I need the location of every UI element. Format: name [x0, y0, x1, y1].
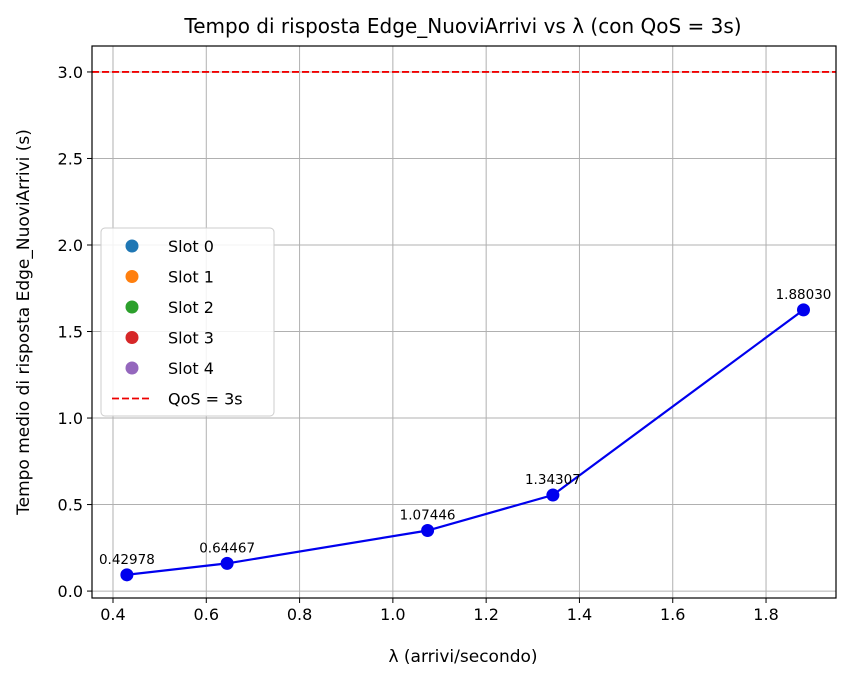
data-label: 1.88030: [776, 287, 832, 303]
data-label: 0.42978: [99, 552, 155, 568]
data-point: [220, 556, 234, 570]
plot-frame: [91, 45, 837, 599]
legend-label: Slot 4: [168, 359, 214, 378]
y-tick-label: 1.0: [58, 409, 83, 428]
x-axis-label: λ (arrivi/secondo): [388, 647, 537, 667]
x-tick-label: 1.0: [380, 605, 405, 624]
legend-marker: [125, 239, 139, 253]
legend-label: Slot 1: [168, 268, 214, 287]
legend-label: Slot 3: [168, 329, 214, 348]
legend-label: Slot 2: [168, 298, 214, 317]
data-point: [546, 488, 560, 502]
y-tick-label: 2.0: [58, 236, 83, 255]
data-label: 1.07446: [400, 508, 456, 524]
series: [120, 303, 810, 582]
data-point: [120, 568, 134, 582]
y-tick-label: 0.0: [58, 582, 83, 601]
y-tick-label: 3.0: [58, 63, 83, 82]
legend-box: [100, 227, 275, 417]
y-tick-label: 2.5: [58, 149, 83, 168]
x-tick-label: 1.2: [473, 605, 498, 624]
y-tick-label: 0.5: [58, 496, 83, 515]
chart-title: Tempo di risposta Edge_NuoviArrivi vs λ …: [183, 14, 741, 38]
legend-marker: [125, 331, 139, 344]
x-tick-label: 1.8: [753, 605, 778, 624]
x-tick-label: 0.6: [194, 605, 219, 624]
x-tick-label: 1.6: [660, 605, 685, 624]
legend-label: Slot 0: [168, 237, 214, 256]
data-label: 1.34307: [525, 472, 581, 488]
x-tick-label: 0.8: [287, 605, 312, 624]
legend-marker: [125, 300, 139, 314]
x-tick-label: 1.4: [567, 605, 592, 624]
legend-marker: [125, 270, 139, 283]
axis-ticks: 0.4 0.6 0.8 1.0 1.2 1.4 1.6 1.8 0.0 0.5 1.0 1.5 2.0 2…: [58, 63, 779, 624]
y-tick-label: 1.5: [58, 323, 83, 342]
y-axis-label: Tempo medio di risposta Edge_NuoviArrivi…: [14, 129, 34, 516]
x-tick-label: 0.4: [100, 605, 125, 624]
legend-marker: [125, 361, 139, 375]
data-point: [796, 303, 810, 317]
legend: Slot 0 Slot 1 Slot 2 Slot 3 Slot 4 QoS = 3s: [100, 227, 275, 417]
data-point: [421, 524, 435, 538]
data-labels: 0.42978 0.64467 1.07446 1.34307 1.88030: [99, 287, 831, 568]
data-label: 0.64467: [199, 540, 255, 556]
legend-label: QoS = 3s: [168, 390, 243, 409]
